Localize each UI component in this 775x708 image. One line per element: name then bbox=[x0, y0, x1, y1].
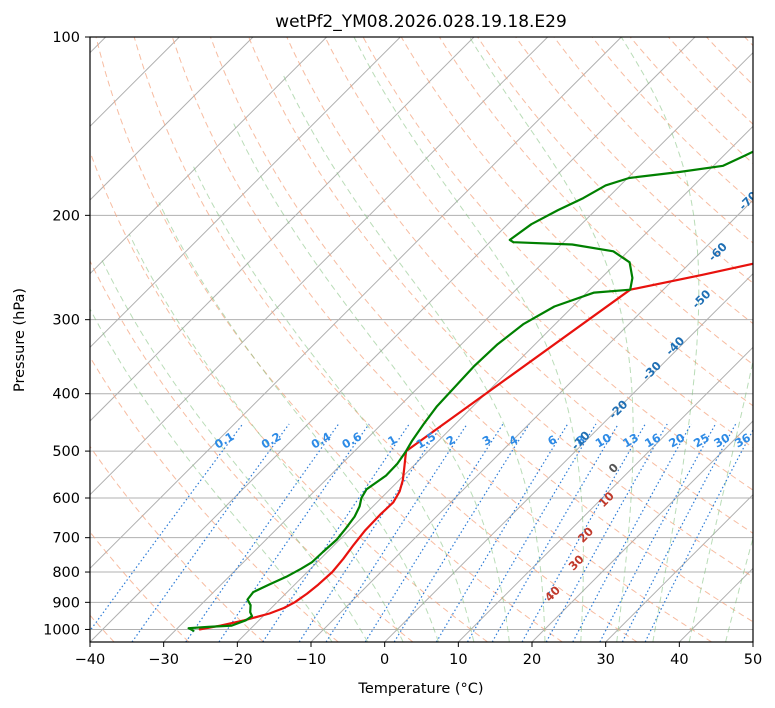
x-tick-label: 30 bbox=[596, 652, 614, 668]
mixing-ratio-label: 30 bbox=[711, 430, 732, 450]
moist-adiabat-line bbox=[620, 37, 700, 642]
x-tick-label: 50 bbox=[744, 652, 762, 668]
y-tick-label: 700 bbox=[52, 531, 80, 547]
dry-adiabat-line bbox=[324, 37, 753, 491]
x-axis-ticks: −40 −30 −20 −10 0 10 20 30 40 50 bbox=[75, 642, 762, 668]
dry-adiabat-line bbox=[133, 37, 638, 642]
moist-adiabat-line bbox=[233, 123, 510, 642]
isotherm-line bbox=[457, 346, 753, 642]
x-tick-label: −10 bbox=[296, 652, 327, 668]
moist-adiabat-line bbox=[158, 201, 439, 642]
x-tick-label: 0 bbox=[380, 652, 389, 668]
isotherm-line bbox=[90, 37, 549, 496]
moist-adiabat-line bbox=[192, 165, 475, 642]
dry-adiabat-line bbox=[515, 37, 753, 284]
mixing-ratio-line bbox=[621, 423, 737, 642]
moist-adiabat-line bbox=[688, 358, 753, 642]
y-axis-label: Pressure (hPa) bbox=[12, 288, 28, 392]
y-tick-label: 900 bbox=[52, 595, 80, 611]
x-tick-label: 10 bbox=[449, 652, 467, 668]
dry-adiabat-line bbox=[95, 37, 563, 642]
isotherm-line bbox=[531, 420, 753, 642]
dry-adiabat-label: -100 bbox=[767, 44, 775, 74]
y-tick-label: 800 bbox=[52, 565, 80, 581]
y-tick-label: 500 bbox=[52, 444, 80, 460]
mixing-ratio-label: 36 bbox=[732, 430, 753, 450]
moist-adiabat-line bbox=[90, 308, 333, 642]
x-tick-label: 40 bbox=[670, 652, 688, 668]
isotherm-line bbox=[90, 37, 328, 275]
dry-adiabat-label: -80 bbox=[760, 140, 775, 165]
mixing-ratio-line bbox=[185, 423, 340, 642]
dry-adiabat-line bbox=[171, 37, 712, 642]
x-tick-label: −30 bbox=[148, 652, 179, 668]
isotherm-line bbox=[90, 37, 254, 201]
isotherm-line bbox=[163, 51, 753, 642]
temperature-profile-line bbox=[198, 262, 753, 631]
mixing-ratio-line bbox=[364, 423, 504, 642]
y-tick-label: 1000 bbox=[43, 622, 80, 638]
mixing-ratio-line bbox=[599, 423, 717, 642]
profile-series bbox=[187, 150, 753, 632]
chart-title: wetPf2_YM08.2026.028.19.18.E29 bbox=[275, 12, 567, 32]
isotherm-line bbox=[752, 641, 753, 642]
mixing-ratio-line bbox=[262, 423, 410, 642]
mixing-ratio-line bbox=[218, 423, 370, 642]
mixing-ratio-line bbox=[521, 423, 646, 642]
y-tick-label: 300 bbox=[52, 313, 80, 329]
moist-adiabat-line bbox=[353, 37, 584, 642]
mixing-ratio-lines bbox=[90, 423, 753, 642]
isotherm-line bbox=[605, 493, 753, 642]
x-tick-label: 20 bbox=[523, 652, 541, 668]
dry-adiabat-line bbox=[248, 37, 753, 578]
dewpoint-profile-line bbox=[187, 150, 753, 632]
dry-adiabat-label: -90 bbox=[769, 91, 775, 116]
plot-background bbox=[90, 37, 753, 642]
mixing-ratio-line bbox=[131, 423, 290, 642]
mixing-ratio-label: 16 bbox=[642, 430, 663, 450]
y-tick-label: 600 bbox=[52, 491, 80, 507]
x-tick-label: −40 bbox=[75, 652, 106, 668]
dry-adiabats bbox=[90, 37, 753, 642]
dry-adiabat-line bbox=[90, 356, 339, 642]
x-tick-label: −20 bbox=[222, 652, 253, 668]
moist-adiabat-line bbox=[99, 256, 369, 642]
dry-adiabat-line bbox=[286, 37, 753, 534]
mixing-ratio-line bbox=[644, 428, 753, 642]
y-axis-ticks: 1000 900 800 700 600 500 400 300 200 100 bbox=[43, 30, 90, 638]
mixing-ratio-line bbox=[572, 423, 692, 642]
isotherm-line bbox=[384, 272, 753, 642]
mixing-ratio-line bbox=[466, 423, 597, 642]
isotherm-line bbox=[90, 37, 475, 422]
plot-frame bbox=[89, 36, 754, 643]
mixing-ratio-line bbox=[435, 423, 569, 642]
skewed-isotherms bbox=[90, 37, 753, 642]
isotherm-line bbox=[236, 125, 753, 642]
y-tick-label: 400 bbox=[52, 387, 80, 403]
isotherm-line bbox=[90, 37, 622, 570]
mixing-ratio-line bbox=[545, 423, 668, 642]
dry-adiabat-line bbox=[210, 37, 753, 623]
isotherm-line bbox=[90, 37, 401, 349]
mixing-ratio-label: 13 bbox=[620, 430, 641, 450]
dry-adiabat-line bbox=[90, 259, 414, 642]
x-axis-label: Temperature (°C) bbox=[357, 681, 483, 697]
moist-adiabat-line bbox=[128, 233, 404, 642]
y-tick-label: 200 bbox=[52, 208, 80, 224]
mixing-ratio-label: 10 bbox=[593, 430, 614, 450]
moist-adiabat-line bbox=[725, 536, 753, 642]
mixing-ratio-line bbox=[393, 423, 530, 642]
dry-adiabat-line bbox=[90, 445, 264, 642]
isotherm-line bbox=[90, 37, 696, 642]
mixing-ratio-label: 25 bbox=[691, 430, 712, 450]
y-tick-label: 100 bbox=[52, 30, 80, 46]
mixing-ratio-label: 20 bbox=[666, 430, 687, 450]
